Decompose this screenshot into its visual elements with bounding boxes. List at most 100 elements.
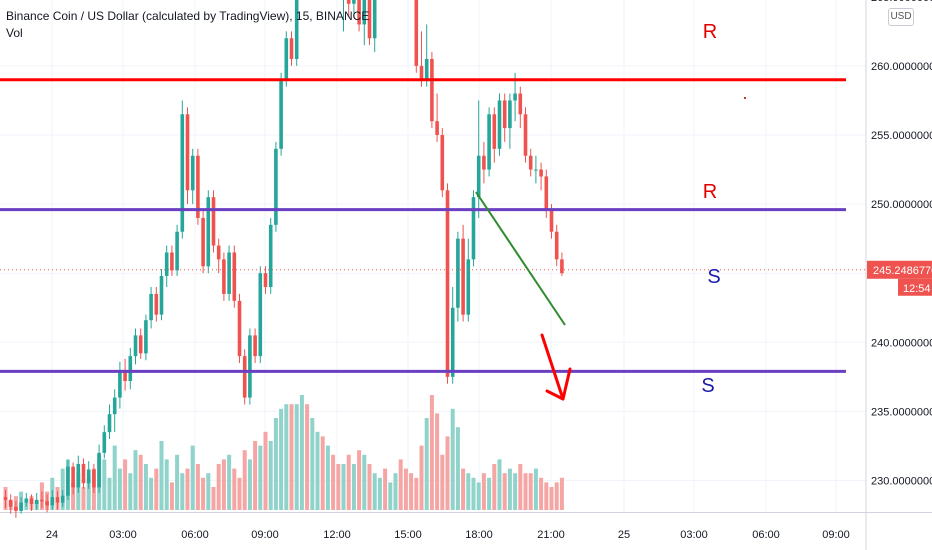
candle-body[interactable] — [71, 466, 75, 488]
candle-body[interactable] — [154, 293, 159, 315]
candle-body[interactable] — [430, 58, 434, 122]
arrow-shaft[interactable] — [540, 333, 565, 401]
candle-body[interactable] — [554, 231, 559, 260]
candle-body[interactable] — [76, 463, 81, 488]
candle-body[interactable] — [456, 238, 460, 308]
candle-body[interactable] — [248, 335, 252, 398]
candle-body[interactable] — [128, 356, 133, 381]
drawing-annotations[interactable] — [475, 97, 746, 401]
candle-body[interactable] — [482, 155, 486, 170]
candle-body[interactable] — [544, 176, 549, 212]
candle-body[interactable] — [523, 114, 528, 156]
candle-body[interactable] — [123, 369, 127, 381]
candle-body[interactable] — [419, 65, 424, 80]
candle-body[interactable] — [81, 463, 86, 484]
candle-body[interactable] — [50, 497, 55, 506]
candle-body[interactable] — [289, 38, 294, 59]
candle-body[interactable] — [24, 498, 29, 503]
candle-body[interactable] — [14, 506, 18, 511]
candle-body[interactable] — [102, 432, 107, 453]
candle-body[interactable] — [534, 169, 538, 171]
arrow-head[interactable] — [545, 367, 572, 401]
candle-body[interactable] — [528, 155, 533, 170]
candle-body[interactable] — [445, 190, 450, 377]
candle-body[interactable] — [284, 38, 289, 80]
candle-body[interactable] — [508, 100, 512, 129]
candle-body[interactable] — [8, 499, 13, 507]
candle-body[interactable] — [92, 469, 96, 488]
candle-body[interactable] — [279, 79, 283, 149]
candle-body[interactable] — [206, 197, 211, 267]
currency-button[interactable]: USD — [888, 8, 914, 26]
candle-body[interactable] — [237, 300, 242, 357]
candle-body[interactable] — [560, 259, 564, 274]
candle-body[interactable] — [357, 0, 361, 25]
time-axis[interactable]: 24 03:00 06:00 09:00 12:00 15:00 18:00 21:00 25 0… — [46, 529, 850, 541]
candle-body[interactable] — [60, 495, 65, 503]
candle-body[interactable] — [29, 498, 34, 504]
candle-body[interactable] — [232, 252, 237, 301]
candle-body[interactable] — [180, 114, 185, 232]
candle-body[interactable] — [55, 497, 60, 503]
price-axis[interactable]: 230.0000000235.0000000240.0000000245.000… — [871, 0, 932, 488]
candle-body[interactable] — [170, 252, 174, 271]
candle-body[interactable] — [86, 469, 91, 484]
candle-body[interactable] — [253, 335, 257, 357]
candle-body[interactable] — [346, 0, 351, 4]
candle-body[interactable] — [513, 93, 517, 101]
candle-body[interactable] — [3, 497, 8, 500]
candle-body[interactable] — [222, 259, 226, 294]
candle-body[interactable] — [196, 155, 200, 218]
candle-body[interactable] — [133, 335, 138, 357]
candle-body[interactable] — [149, 293, 153, 321]
candle-body[interactable] — [450, 307, 455, 377]
candle-body[interactable] — [45, 501, 49, 506]
candle-body[interactable] — [466, 259, 471, 315]
candle-body[interactable] — [175, 231, 179, 271]
candle-body[interactable] — [352, 0, 356, 4]
support-resistance-lines[interactable]: R R S S — [0, 0, 846, 397]
candle-body[interactable] — [159, 275, 164, 315]
candle-body[interactable] — [497, 100, 502, 149]
candle-body[interactable] — [362, 0, 367, 25]
candle-body[interactable] — [97, 452, 101, 488]
candle-body[interactable] — [211, 197, 216, 246]
candle-body[interactable] — [164, 252, 169, 276]
candle-body[interactable] — [294, 0, 299, 59]
candle-body[interactable] — [414, 0, 419, 66]
candle-body[interactable] — [242, 356, 247, 398]
candle-body[interactable] — [34, 499, 39, 504]
candle-body[interactable] — [372, 0, 377, 39]
candle-body[interactable] — [268, 224, 273, 288]
candle-body[interactable] — [227, 252, 231, 294]
candle-body[interactable] — [461, 238, 465, 315]
candle-body[interactable] — [549, 211, 554, 232]
trend-line[interactable] — [475, 191, 566, 326]
candle-body[interactable] — [435, 121, 439, 135]
candle-body[interactable] — [440, 135, 445, 191]
candle-body[interactable] — [40, 499, 44, 502]
candle-body[interactable] — [492, 114, 497, 149]
candle-body[interactable] — [144, 320, 148, 354]
candle-body[interactable] — [424, 58, 429, 80]
candle-body[interactable] — [216, 245, 221, 260]
candle-body[interactable] — [274, 148, 278, 225]
volume-legend-label[interactable]: Vol — [6, 26, 23, 40]
candle-body[interactable] — [502, 100, 507, 129]
candle-body[interactable] — [190, 155, 195, 191]
candlesticks[interactable] — [3, 0, 564, 518]
candle-body[interactable] — [112, 397, 117, 415]
candle-body[interactable] — [107, 414, 112, 433]
candle-body[interactable] — [539, 169, 543, 177]
candle-body[interactable] — [201, 217, 205, 267]
candle-body[interactable] — [518, 93, 523, 115]
candle-body[interactable] — [487, 114, 491, 170]
candle-body[interactable] — [19, 502, 23, 511]
symbol-legend-title[interactable]: Binance Coin / US Dollar (calculated by … — [6, 9, 370, 23]
candle-body[interactable] — [138, 335, 143, 354]
candle-body[interactable] — [66, 466, 70, 496]
candle-body[interactable] — [258, 273, 263, 357]
candle-body[interactable] — [263, 273, 268, 288]
candle-body[interactable] — [185, 114, 190, 191]
